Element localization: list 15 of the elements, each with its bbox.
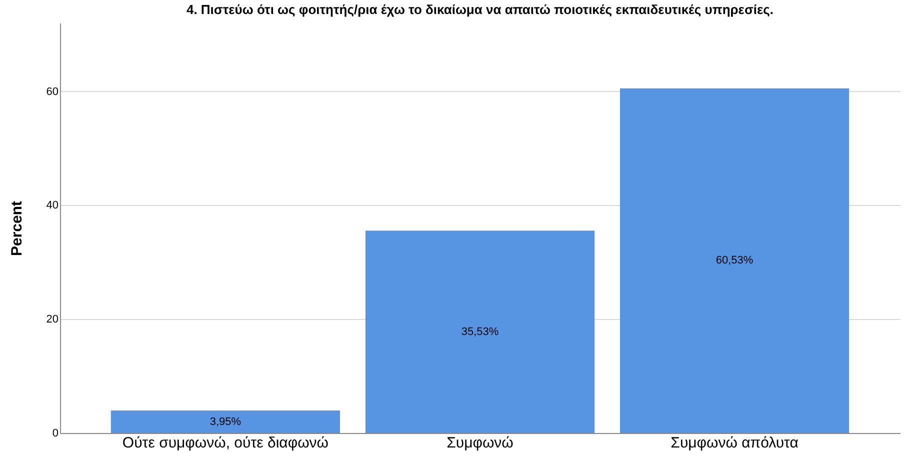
y-tick-label: 60 <box>46 86 58 98</box>
bar <box>110 410 340 433</box>
chart-title: 4. Πιστεύω ότι ως φοιτητής/ρια έχω το δικαίωμα να απαιτώ ποιοτικές εκπαιδευτικές υπηρεσίες. <box>186 2 774 17</box>
bar <box>365 230 595 433</box>
x-tick-label: Ούτε συμφωνώ, ούτε διαφωνώ <box>122 434 329 452</box>
data-label: 60,53% <box>716 254 754 267</box>
x-tick-label: Συμφωνώ απόλυτα <box>670 434 799 452</box>
bar <box>620 88 850 433</box>
data-label: 35,53% <box>461 326 499 338</box>
x-tick-label: Συμφωνώ <box>446 434 514 452</box>
y-tick-label: 40 <box>46 200 58 212</box>
y-tick-label: 20 <box>46 314 58 326</box>
y-tick-label: 0 <box>52 428 58 440</box>
y-axis-title: Percent <box>8 200 26 256</box>
data-label: 3,95% <box>210 416 242 428</box>
